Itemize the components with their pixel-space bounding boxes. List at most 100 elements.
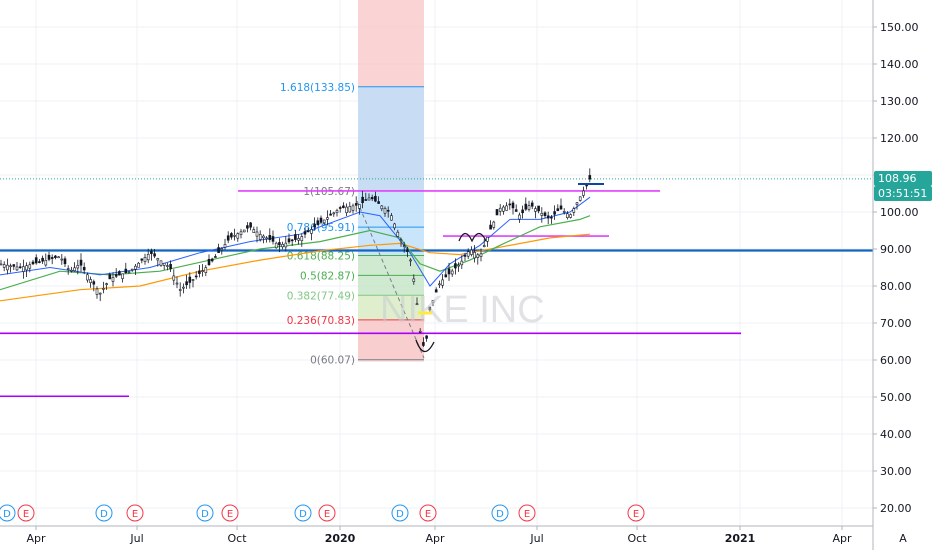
- event-marker-label: E: [324, 509, 330, 520]
- fib-trend-line: [356, 200, 425, 359]
- price-candles: [0, 168, 592, 347]
- candle-body: [41, 257, 44, 262]
- candle-body: [70, 269, 73, 272]
- candle-body: [89, 279, 92, 283]
- fibonacci-retracement[interactable]: 1.618(133.85) 1(105.67) 0.786(95.91) 0.618(…: [280, 0, 425, 367]
- candle-body: [166, 265, 169, 267]
- event-marker-label: D: [299, 509, 307, 520]
- candle-body: [191, 279, 195, 281]
- candle-body: [25, 265, 28, 271]
- candle-body: [198, 270, 201, 274]
- time-tick-label: Oct: [627, 532, 647, 545]
- price-tick-label: 150.00: [880, 21, 919, 34]
- candle-body: [530, 202, 534, 207]
- candle-body: [559, 205, 563, 210]
- candle-body: [329, 213, 332, 216]
- candle-body: [0, 263, 3, 266]
- candle-body: [409, 259, 412, 262]
- candle-body: [201, 270, 204, 272]
- candle-body: [303, 231, 307, 235]
- earnings-marker: [419, 504, 437, 522]
- fib-level-label: 0.5(82.87): [300, 270, 355, 282]
- event-marker-label: E: [633, 509, 639, 520]
- candle-body: [239, 231, 243, 235]
- candle-body: [463, 255, 467, 257]
- candle-body: [111, 277, 115, 282]
- candle-body: [63, 258, 67, 265]
- candle-body: [537, 205, 540, 212]
- candle-body: [422, 342, 425, 346]
- candle-body: [121, 273, 124, 279]
- candle-body: [242, 229, 246, 233]
- candle-body: [271, 236, 275, 242]
- candle-body: [444, 274, 448, 278]
- candle-body: [150, 250, 153, 255]
- candle-body: [569, 214, 572, 218]
- candle-body: [319, 217, 323, 223]
- candle-body: [18, 266, 22, 269]
- price-tick-label: 100.00: [880, 206, 919, 219]
- candle-body: [473, 252, 476, 259]
- candle-body: [447, 268, 451, 275]
- candle-body: [361, 196, 364, 203]
- candle-body: [345, 206, 348, 213]
- candle-body: [425, 335, 428, 339]
- candle-body: [207, 258, 211, 266]
- price-scale[interactable]: 150.00140.00130.00120.00110.00100.0090.0…: [872, 0, 932, 550]
- time-scale[interactable]: Apr Jul Oct 2020 Apr Jul Oct 2021 Apr A: [0, 525, 907, 545]
- candle-body: [210, 258, 214, 262]
- candle-body: [169, 264, 172, 270]
- candle-body: [76, 265, 80, 269]
- event-marker-label: E: [132, 509, 138, 520]
- candle-body: [377, 201, 380, 204]
- candle-body: [28, 264, 32, 269]
- horizontal-lines[interactable]: [0, 178, 873, 398]
- price-tick-label: 30.00: [880, 465, 912, 478]
- candle-body: [390, 215, 393, 221]
- candle-body: [556, 208, 560, 212]
- candle-body: [479, 253, 483, 257]
- candle-body: [358, 204, 361, 209]
- candle-body: [338, 207, 342, 209]
- dividend-marker: [294, 504, 312, 522]
- earnings-marker: [518, 504, 536, 522]
- event-marker-label: E: [524, 509, 530, 520]
- time-tick-label: Apr: [26, 532, 46, 545]
- candle-body: [130, 268, 134, 271]
- candle-body: [217, 247, 220, 253]
- dividend-marker: [196, 504, 214, 522]
- candle-body: [326, 217, 329, 220]
- candle-body: [332, 212, 336, 215]
- time-tick-label: Apr: [832, 532, 852, 545]
- candle-body: [438, 283, 441, 286]
- candle-body: [502, 206, 505, 212]
- candle-body: [60, 258, 64, 261]
- candle-body: [281, 244, 284, 248]
- candle-body: [134, 265, 137, 270]
- time-tick-label: Apr: [425, 532, 445, 545]
- candle-body: [466, 251, 470, 257]
- candle-body: [396, 231, 400, 237]
- candle-body: [380, 205, 384, 210]
- last-price-badge: 108.96: [874, 171, 932, 186]
- candle-body: [431, 300, 435, 304]
- candle-body: [550, 216, 553, 219]
- candle-body: [178, 289, 182, 291]
- candle-body: [258, 234, 262, 240]
- candle-body: [575, 202, 579, 205]
- candle-body: [415, 303, 419, 306]
- fib-level-label: 0(60.07): [310, 355, 355, 367]
- candle-body: [546, 215, 550, 219]
- price-tick-label: 90.00: [880, 243, 912, 256]
- candle-body: [498, 207, 502, 212]
- candle-body: [252, 229, 256, 233]
- time-tick-label: 2021: [725, 532, 756, 545]
- candle-body: [306, 230, 310, 233]
- dividend-marker: [0, 504, 16, 522]
- candle-body: [82, 266, 86, 271]
- candle-body: [290, 239, 294, 242]
- candle-body: [543, 212, 547, 216]
- symbol-watermark: NIKE INC: [380, 289, 545, 331]
